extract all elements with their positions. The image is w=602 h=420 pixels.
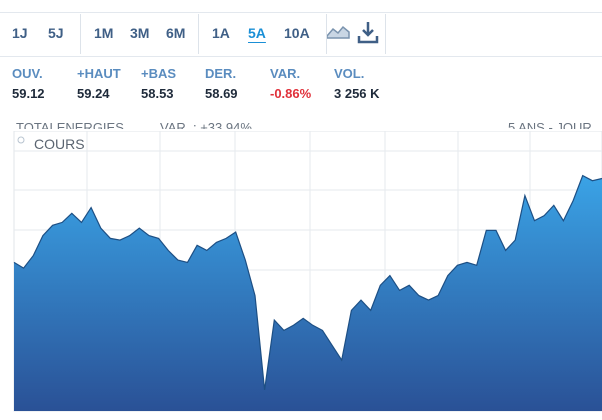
line	[13, 174, 602, 390]
area	[14, 175, 602, 411]
legend-icon	[17, 136, 25, 144]
separator	[80, 14, 81, 54]
period-button[interactable]: 6M	[166, 25, 186, 41]
stat-value: 59.12	[12, 86, 45, 101]
chart-name: TOTALENERGIES	[16, 120, 124, 129]
separator	[385, 14, 386, 54]
stat-value: 58.69	[205, 86, 238, 101]
chart-change: VAR. : +33.94%	[160, 120, 252, 129]
stat-label: DER.	[205, 66, 237, 81]
legend-label: COURS	[34, 136, 85, 152]
top-border	[0, 12, 602, 13]
period-button[interactable]: 10A	[284, 25, 310, 41]
separator	[198, 14, 199, 54]
period-button[interactable]: 1A	[212, 25, 230, 41]
stat-value: 3 256 K	[334, 86, 380, 101]
stat-label: +HAUT	[77, 66, 121, 81]
stat-label: +BAS	[141, 66, 177, 81]
download-icon[interactable]	[356, 20, 380, 46]
separator	[326, 14, 327, 54]
stat-label: VOL.	[334, 66, 365, 81]
period-button[interactable]: 1M	[94, 25, 114, 41]
chart: COURS	[13, 131, 602, 412]
stat-value: -0.86%	[270, 86, 312, 101]
period-button[interactable]: 5J	[48, 25, 64, 41]
period-button[interactable]: 1J	[12, 25, 28, 41]
period-button[interactable]: 3M	[130, 25, 150, 41]
stat-label: VAR.	[270, 66, 301, 81]
chart-type-icon[interactable]	[326, 22, 350, 42]
toolbar-border	[0, 56, 602, 57]
stat-value: 59.24	[77, 86, 110, 101]
chart-period: 5 ANS - JOUR	[508, 120, 592, 129]
stat-value: 58.53	[141, 86, 174, 101]
stat-label: OUV.	[12, 66, 43, 81]
period-button[interactable]: 5A	[248, 25, 266, 41]
